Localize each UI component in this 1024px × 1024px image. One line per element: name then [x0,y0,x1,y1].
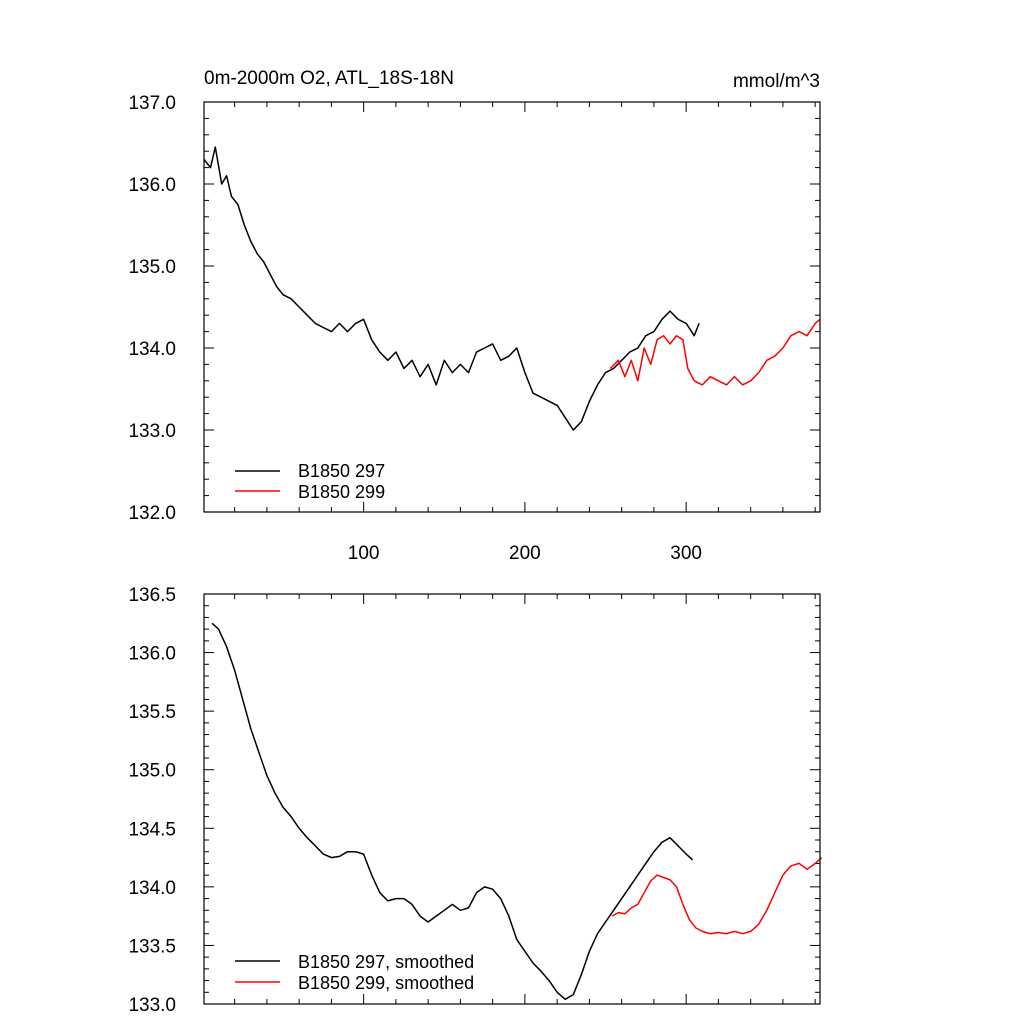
series-line-0 [203,146,700,431]
y-tick-label: 135.0 [128,761,176,782]
legend-label-299-smoothed: B1850 299, smoothed [298,973,474,993]
x-tick-label: 200 [509,543,541,564]
chart-title-left: 0m-2000m O2, ATL_18S-18N [204,68,454,89]
y-tick-label: 136.5 [128,585,176,606]
y-tick-label: 133.5 [128,936,176,957]
y-tick-label: 137.0 [128,93,176,114]
x-tick-label: 100 [348,543,380,564]
chart-title-units: mmol/m^3 [733,71,820,92]
y-tick-label: 136.0 [128,175,176,196]
legend-label-299: B1850 299 [298,482,385,502]
y-tick-label: 132.0 [128,503,176,524]
y-tick-label: 134.0 [128,878,176,899]
y-tick-label: 136.0 [128,644,176,665]
panel-top-o2-raw: 0m-2000m O2, ATL_18S-18N mmol/m^3 132.01… [128,68,821,564]
y-tick-label: 135.0 [128,257,176,278]
series-line-1 [611,857,823,935]
top-plot-frame [203,101,821,513]
top-axis-ticks: 132.0 133.0 134.0 135.0 136.0 137.0 100 200 300 [128,93,820,564]
y-tick-label: 133.0 [128,421,176,442]
bottom-legend: B1850 297, smoothed B1850 299, smoothed [235,952,474,993]
y-tick-label: 134.5 [128,819,176,840]
y-tick-label: 134.0 [128,339,176,360]
series-line-1 [609,318,821,386]
series-line-0 [211,622,694,1001]
top-series-lines [203,146,821,431]
bottom-plot-frame [203,593,821,1005]
bottom-series-lines [211,622,823,1001]
legend-label-297-smoothed: B1850 297, smoothed [298,952,474,972]
bottom-axis-ticks: 133.0 133.5 134.0 134.5 135.0 135.5 136.0 136.5 [128,585,820,1016]
top-legend: B1850 297 B1850 299 [235,461,385,502]
legend-label-297: B1850 297 [298,461,385,481]
panel-bottom-o2-smoothed: 133.0 133.5 134.0 134.5 135.0 135.5 136.0 136.5… [128,585,823,1016]
y-tick-label: 135.5 [128,702,176,723]
x-tick-label: 300 [670,543,702,564]
y-tick-label: 133.0 [128,995,176,1016]
